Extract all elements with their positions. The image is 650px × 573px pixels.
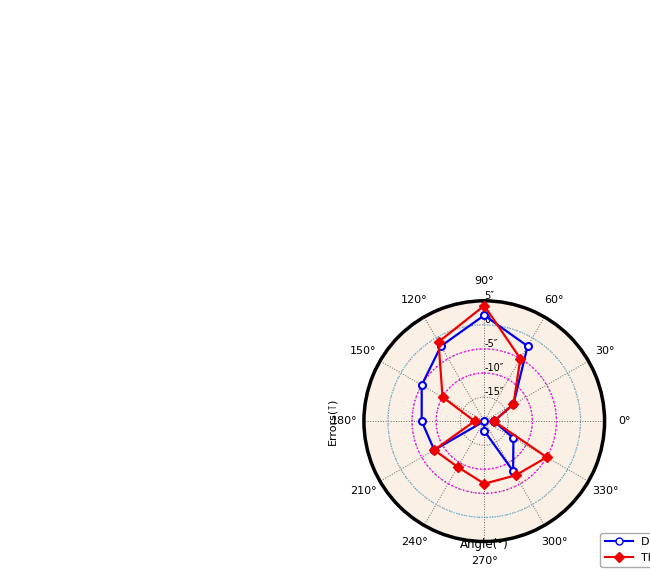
Text: Errors(⊺): Errors(⊺) <box>328 398 338 445</box>
Legend: Double sensors, Three sensors: Double sensors, Three sensors <box>601 533 650 567</box>
Text: Angle(°): Angle(°) <box>460 538 508 551</box>
